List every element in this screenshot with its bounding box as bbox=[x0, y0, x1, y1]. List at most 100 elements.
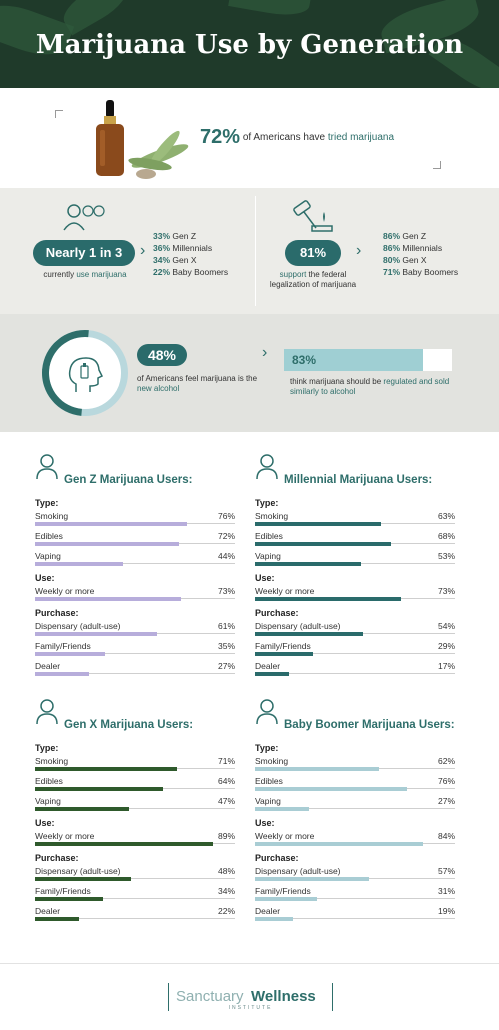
stat-label: Vaping bbox=[35, 796, 61, 806]
alcohol-pill: 48% bbox=[137, 344, 187, 366]
bar-track bbox=[35, 673, 235, 674]
stat-bar bbox=[255, 787, 407, 791]
stat-label: Vaping bbox=[255, 551, 281, 561]
section-label: Use: bbox=[255, 573, 275, 583]
progress-ring bbox=[42, 330, 128, 416]
stat-bar bbox=[255, 842, 423, 846]
stat-value: 35% bbox=[217, 641, 235, 651]
stat-row: Edibles 76% bbox=[255, 776, 455, 796]
stat-row: Edibles 64% bbox=[35, 776, 235, 796]
stat-label: Family/Friends bbox=[35, 641, 91, 651]
stat-row: Edibles 68% bbox=[255, 531, 455, 551]
stat-bar bbox=[255, 897, 317, 901]
stat-value: 76% bbox=[217, 511, 235, 521]
stat-row: Vaping 47% bbox=[35, 796, 235, 816]
stat-label: Dispensary (adult-use) bbox=[255, 621, 341, 631]
caption-highlight: use marijuana bbox=[76, 270, 127, 279]
stat-row: Smoking 62% bbox=[255, 756, 455, 776]
stat-bar bbox=[35, 522, 187, 526]
brand-logo: Sanctuary Wellness INSTITUTE bbox=[168, 983, 333, 1011]
baby-boomer-person-icon bbox=[256, 699, 278, 725]
stat-row: Family/Friends 31% bbox=[255, 886, 455, 906]
stat-row: Family/Friends 29% bbox=[255, 641, 455, 661]
regulation-bar-fill bbox=[284, 349, 424, 371]
stat-value: 72% bbox=[217, 531, 235, 541]
stat-label: Edibles bbox=[35, 776, 63, 786]
section-label: Type: bbox=[35, 498, 59, 508]
stat-value: 44% bbox=[217, 551, 235, 561]
bar-track bbox=[255, 653, 455, 654]
panel-title: Gen X Marijuana Users: bbox=[64, 719, 194, 731]
stat-label: Dealer bbox=[35, 906, 61, 916]
corner-bracket bbox=[433, 161, 441, 169]
stat-row: Weekly or more 73% bbox=[255, 586, 455, 606]
stat-value: 71% bbox=[217, 756, 235, 766]
people-group-icon bbox=[63, 204, 105, 231]
stat-bar bbox=[255, 672, 289, 676]
current-use-list: 33% Gen Z 36% Millennials 34% Gen X 22% … bbox=[153, 230, 228, 278]
caption-text: the federal legalization of marijuana bbox=[269, 270, 357, 289]
stat-bar bbox=[255, 542, 391, 546]
list-item: 71% Baby Boomers bbox=[383, 267, 459, 277]
list-item: 22% Baby Boomers bbox=[153, 267, 229, 277]
corner-bracket bbox=[55, 110, 63, 118]
section-label: Type: bbox=[255, 743, 279, 753]
stat-label: Smoking bbox=[255, 756, 289, 766]
stat-value: 54% bbox=[437, 621, 455, 631]
stat-bar bbox=[35, 807, 129, 811]
stat-value: 68% bbox=[437, 531, 455, 541]
caption-text: currently bbox=[43, 270, 75, 279]
regulation-bar: 83% bbox=[284, 349, 452, 371]
stat-label: Family/Friends bbox=[255, 886, 311, 896]
hero-stat: 72% of Americans have tried marijuana bbox=[200, 126, 394, 149]
stat-label: Dealer bbox=[255, 661, 281, 671]
stat-row: Weekly or more 73% bbox=[35, 586, 235, 606]
millennial-person-icon bbox=[256, 454, 278, 480]
stat-value: 17% bbox=[437, 661, 455, 671]
stat-bar bbox=[255, 917, 293, 921]
stat-value: 89% bbox=[217, 831, 235, 841]
brand-sub: INSTITUTE bbox=[228, 1005, 273, 1011]
stat-label: Weekly or more bbox=[255, 586, 315, 596]
bar-track bbox=[35, 563, 235, 564]
panel-title: Gen Z Marijuana Users: bbox=[64, 474, 193, 486]
stat-bar bbox=[35, 632, 157, 636]
list-item: 33% Gen Z bbox=[153, 231, 197, 241]
stat-row: Dispensary (adult-use) 54% bbox=[255, 621, 455, 641]
stat-label: Weekly or more bbox=[255, 831, 315, 841]
brand-bold: Wellness bbox=[251, 988, 316, 1005]
bar-track bbox=[255, 918, 455, 919]
stat-label: Smoking bbox=[35, 756, 69, 766]
stat-bar bbox=[255, 632, 363, 636]
legalization-pill: 81% bbox=[285, 240, 341, 266]
header-banner: Marijuana Use by Generation bbox=[0, 0, 499, 88]
stat-value: 34% bbox=[217, 886, 235, 896]
stat-row: Vaping 44% bbox=[35, 551, 235, 571]
stat-row: Dealer 22% bbox=[35, 906, 235, 926]
stat-bar bbox=[35, 672, 89, 676]
stat-value: 64% bbox=[217, 776, 235, 786]
section-label: Use: bbox=[35, 573, 55, 583]
stat-bar bbox=[255, 562, 361, 566]
stat-row: Dealer 17% bbox=[255, 661, 455, 681]
stat-bar bbox=[35, 562, 123, 566]
section-label: Use: bbox=[255, 818, 275, 828]
stat-value: 47% bbox=[217, 796, 235, 806]
stat-value: 73% bbox=[437, 586, 455, 596]
footer-divider bbox=[0, 963, 499, 964]
stat-bar bbox=[255, 597, 401, 601]
leaf-decoration bbox=[228, 0, 312, 20]
caption-text: of Americans feel marijuana is the bbox=[137, 374, 258, 383]
head-silhouette-icon bbox=[68, 357, 104, 392]
list-item: 86% Millennials bbox=[383, 243, 443, 253]
footer bbox=[0, 963, 499, 1030]
bar-track bbox=[35, 918, 235, 919]
stat-label: Dispensary (adult-use) bbox=[255, 866, 341, 876]
alcohol-section: 48% of Americans feel marijuana is the n… bbox=[0, 312, 499, 434]
current-use-pill: Nearly 1 in 3 bbox=[33, 240, 135, 266]
caption-highlight: regulated and sold similarly to alcohol bbox=[290, 377, 450, 396]
hero-percent: 72% bbox=[200, 126, 241, 148]
stat-row: Family/Friends 34% bbox=[35, 886, 235, 906]
stat-value: 61% bbox=[217, 621, 235, 631]
stat-bar bbox=[35, 767, 177, 771]
